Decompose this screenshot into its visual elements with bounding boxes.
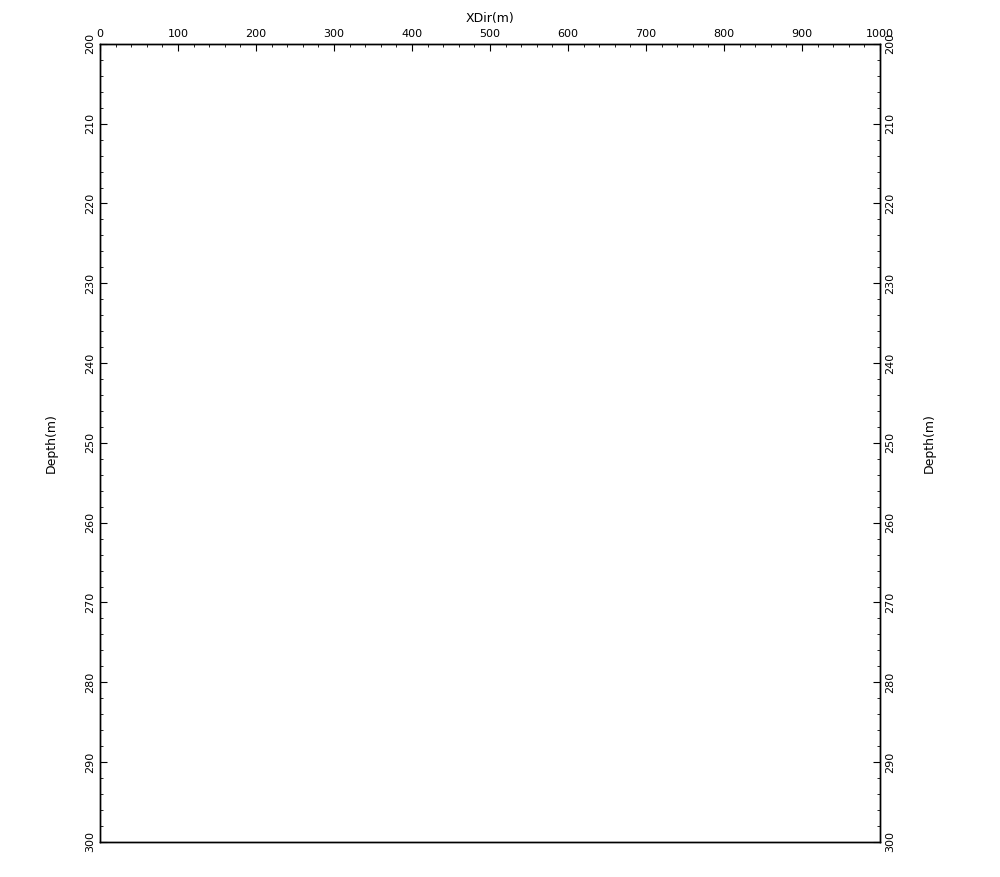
Y-axis label: Depth(m): Depth(m) (44, 413, 57, 473)
Y-axis label: Depth(m): Depth(m) (923, 413, 936, 473)
X-axis label: XDir(m): XDir(m) (466, 12, 514, 25)
